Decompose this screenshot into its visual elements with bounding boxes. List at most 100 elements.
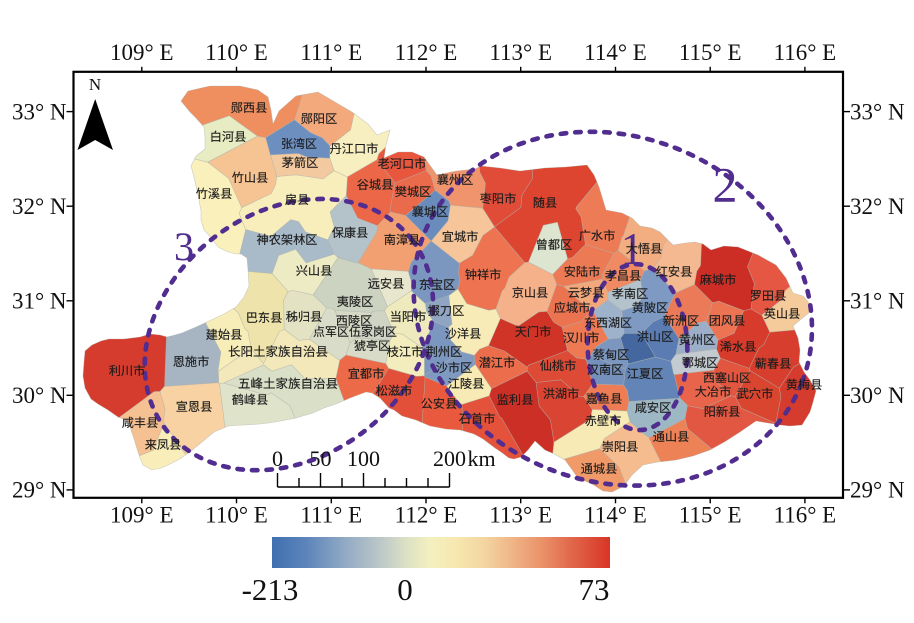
svg-text:恩施市: 恩施市 <box>173 352 210 370</box>
svg-text:通山县: 通山县 <box>653 427 690 445</box>
svg-text:丹江口市: 丹江口市 <box>330 139 379 157</box>
svg-text:红安县: 红安县 <box>656 262 693 280</box>
svg-text:嘉鱼县: 嘉鱼县 <box>586 389 623 407</box>
svg-text:云梦县: 云梦县 <box>568 283 605 301</box>
svg-text:黄陂区: 黄陂区 <box>632 298 669 316</box>
svg-text:200: 200 <box>433 446 466 471</box>
svg-text:汉南区: 汉南区 <box>587 360 624 378</box>
svg-text:茅箭区: 茅箭区 <box>282 153 319 171</box>
svg-text:东西湖区: 东西湖区 <box>584 314 632 331</box>
svg-text:潜江市: 潜江市 <box>479 353 516 371</box>
svg-text:点军区: 点军区 <box>313 323 349 340</box>
svg-text:钟祥市: 钟祥市 <box>465 265 502 283</box>
svg-text:仙桃市: 仙桃市 <box>540 356 577 374</box>
svg-text:巴东县: 巴东县 <box>246 308 283 326</box>
svg-text:东宝区: 东宝区 <box>419 275 456 293</box>
svg-text:应城市: 应城市 <box>554 298 591 316</box>
svg-text:枣阳市: 枣阳市 <box>480 189 517 207</box>
svg-text:石首市: 石首市 <box>459 409 496 427</box>
svg-text:73: 73 <box>579 572 610 607</box>
svg-text:英山县: 英山县 <box>764 304 801 322</box>
svg-text:来凤县: 来凤县 <box>145 435 182 453</box>
svg-text:伍家岗区: 伍家岗区 <box>349 323 397 340</box>
svg-text:五峰土家族自治县: 五峰土家族自治县 <box>238 373 338 392</box>
svg-text:竹溪县: 竹溪县 <box>196 184 233 202</box>
svg-text:沙洋县: 沙洋县 <box>445 324 482 342</box>
svg-text:南漳县: 南漳县 <box>384 230 421 248</box>
svg-text:襄城区: 襄城区 <box>412 202 449 220</box>
svg-text:秭归县: 秭归县 <box>286 307 323 325</box>
svg-text:西塞山区: 西塞山区 <box>703 369 751 386</box>
svg-text:115° E: 115° E <box>679 40 742 65</box>
svg-text:113° E: 113° E <box>489 503 552 528</box>
svg-text:老河口市: 老河口市 <box>378 154 427 172</box>
svg-text:长阳土家族自治县: 长阳土家族自治县 <box>228 341 328 360</box>
svg-text:房县: 房县 <box>285 190 309 208</box>
svg-text:100: 100 <box>347 446 380 471</box>
svg-text:宜都市: 宜都市 <box>348 364 385 382</box>
svg-text:111° E: 111° E <box>300 503 362 528</box>
svg-text:111° E: 111° E <box>300 40 362 65</box>
svg-text:随县: 随县 <box>533 193 557 211</box>
svg-text:宜城市: 宜城市 <box>442 227 479 245</box>
svg-text:116° E: 116° E <box>774 503 837 528</box>
svg-text:30° N: 30° N <box>850 383 905 408</box>
svg-text:50: 50 <box>310 446 332 471</box>
svg-text:110° E: 110° E <box>205 40 268 65</box>
svg-text:荆州区: 荆州区 <box>426 342 463 360</box>
svg-text:广水市: 广水市 <box>579 226 616 244</box>
svg-text:洪山区: 洪山区 <box>637 327 674 345</box>
svg-text:当阳市: 当阳市 <box>390 307 427 325</box>
svg-text:崇阳县: 崇阳县 <box>602 437 639 455</box>
svg-text:监利县: 监利县 <box>497 390 534 408</box>
svg-text:N: N <box>89 75 101 94</box>
svg-text:29° N: 29° N <box>850 478 905 503</box>
svg-text:3: 3 <box>174 224 194 269</box>
svg-text:江夏区: 江夏区 <box>627 364 664 382</box>
svg-text:33° N: 33° N <box>850 99 905 124</box>
svg-text:116° E: 116° E <box>774 40 837 65</box>
svg-text:沙市区: 沙市区 <box>436 358 473 376</box>
svg-text:新洲区: 新洲区 <box>663 311 700 329</box>
svg-text:樊城区: 樊城区 <box>395 182 432 200</box>
svg-text:掇刀区: 掇刀区 <box>428 301 465 319</box>
svg-text:西陵区: 西陵区 <box>336 311 373 329</box>
svg-text:黄州区: 黄州区 <box>679 330 716 348</box>
svg-text:罗田县: 罗田县 <box>750 286 787 304</box>
svg-text:114° E: 114° E <box>584 40 647 65</box>
svg-text:黄梅县: 黄梅县 <box>786 375 823 393</box>
svg-text:孝南区: 孝南区 <box>612 284 649 302</box>
svg-text:110° E: 110° E <box>205 503 268 528</box>
svg-text:神农架林区: 神农架林区 <box>257 230 318 248</box>
svg-text:鹤峰县: 鹤峰县 <box>232 390 269 408</box>
svg-text:赤壁市: 赤壁市 <box>585 411 622 429</box>
svg-text:汉川市: 汉川市 <box>563 328 600 346</box>
svg-text:京山县: 京山县 <box>512 283 549 301</box>
svg-text:109° E: 109° E <box>110 503 174 528</box>
svg-text:江陵县: 江陵县 <box>448 374 485 392</box>
svg-text:安陆市: 安陆市 <box>564 262 601 280</box>
svg-text:保康县: 保康县 <box>332 223 369 241</box>
svg-text:公安县: 公安县 <box>421 394 458 412</box>
svg-text:大悟县: 大悟县 <box>626 239 663 257</box>
svg-text:猇亭区: 猇亭区 <box>354 337 390 354</box>
svg-text:张湾区: 张湾区 <box>281 135 317 152</box>
svg-text:112° E: 112° E <box>395 40 458 65</box>
svg-text:枝江市: 枝江市 <box>387 342 424 360</box>
svg-text:襄州区: 襄州区 <box>437 170 474 188</box>
svg-text:团风县: 团风县 <box>709 311 746 329</box>
svg-text:大冶市: 大冶市 <box>695 382 732 400</box>
svg-text:松滋市: 松滋市 <box>376 381 413 399</box>
svg-text:孝昌县: 孝昌县 <box>605 266 642 284</box>
svg-text:1: 1 <box>621 224 644 274</box>
svg-text:-213: -213 <box>242 572 299 607</box>
svg-text:31° N: 31° N <box>12 289 67 314</box>
svg-text:咸安区: 咸安区 <box>635 398 672 416</box>
svg-text:32° N: 32° N <box>850 194 905 219</box>
svg-text:km: km <box>468 446 496 471</box>
svg-text:112° E: 112° E <box>395 503 458 528</box>
svg-text:蕲春县: 蕲春县 <box>755 354 792 372</box>
svg-text:31° N: 31° N <box>850 289 905 314</box>
svg-text:郧阳区: 郧阳区 <box>301 109 338 127</box>
svg-text:浠水县: 浠水县 <box>720 337 757 355</box>
